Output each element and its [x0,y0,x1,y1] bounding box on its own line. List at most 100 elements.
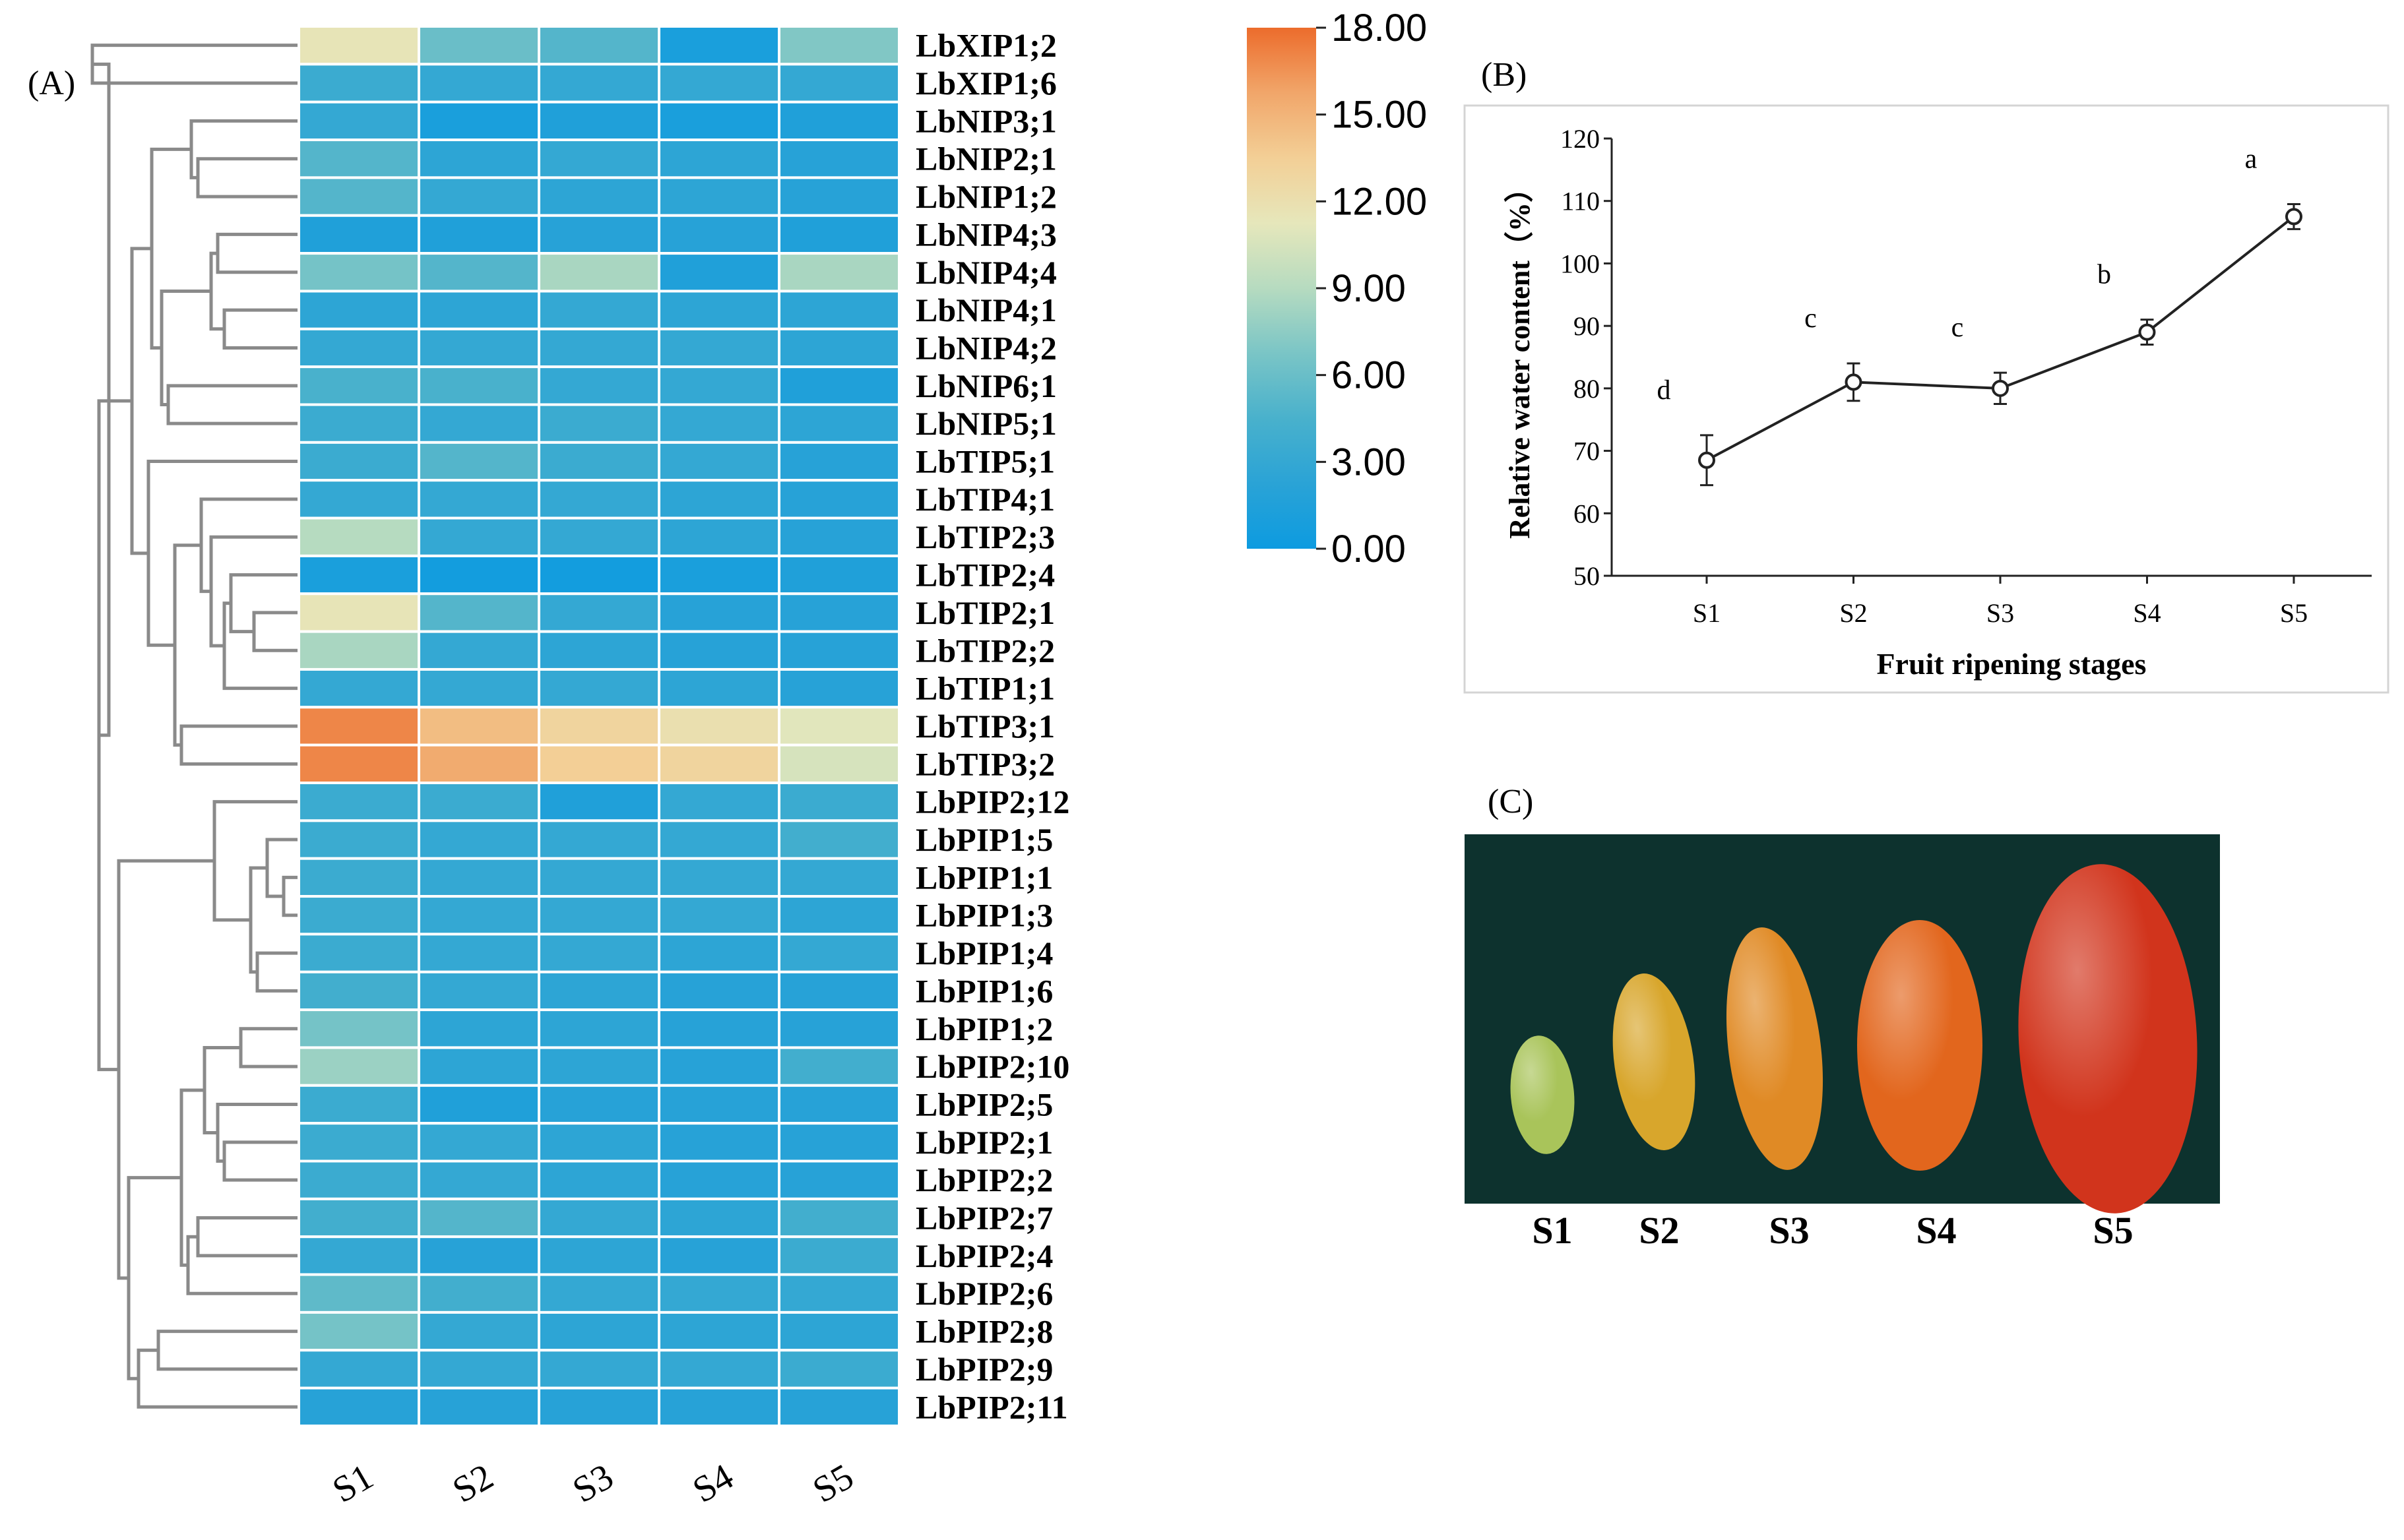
heatmap-cell [418,214,540,255]
heatmap-cell [418,139,540,179]
heatmap-cell [538,1349,660,1390]
heatmap-cell [658,327,780,369]
heatmap-cell [538,479,660,520]
heatmap-cell [658,706,780,747]
heatmap-cell [298,630,420,671]
heatmap-cell [778,25,901,66]
heatmap-cell [658,1273,780,1314]
heatmap-cell [538,327,660,369]
colorbar-gradient [1247,28,1316,549]
x-tick-label: S2 [1839,598,1867,628]
heatmap-cell [538,819,660,860]
heatmap-cell [778,214,901,255]
colorbar-ticks: 18.00 15.00 12.00 9.00 6.00 3.00 0.00 [1316,7,1427,570]
line-chart-frame [1463,104,2389,694]
significance-letter: c [1804,303,1817,334]
heatmap-cell [538,743,660,785]
heatmap-cell [418,100,540,142]
heatmap-cell [538,895,660,936]
heatmap-cell [538,970,660,1012]
heatmap-cell [778,100,901,142]
heatmap-cell [778,139,901,179]
data-point [2138,323,2156,341]
heatmap-cell [658,100,780,142]
row-label: LbNIP6;1 [916,367,1057,404]
row-label: LbXIP1;2 [916,27,1057,64]
heatmap-cell [418,819,540,860]
row-label: LbTIP3;1 [916,708,1055,745]
heatmap-cell [418,441,540,482]
row-label: LbNIP4;3 [916,216,1057,253]
heatmap-cell [418,516,540,557]
heatmap-cell [418,63,540,104]
heatmap-cell [298,214,420,255]
heatmap-cell [298,1008,420,1049]
heatmap-column-labels: S1 S2 S3 S4 S5 [326,1456,860,1511]
heatmap-cell [538,63,660,104]
line-chart-panel: 50 60 70 80 90 100 110 120 S1 S2 S3 S4 S5 d c c b a Fruit … [1463,104,2389,694]
heatmap-cell [538,554,660,596]
row-label: LbPIP1;2 [916,1010,1053,1047]
dendrogram-branch [216,1102,299,1163]
heatmap-cell [298,1084,420,1125]
panel-c-label: (C) [1488,783,1533,820]
heatmap-cell [418,895,540,936]
heatmap-cell [298,706,420,747]
colorbar-tick-label: 0.00 [1331,528,1406,570]
row-label: LbPIP2;2 [916,1161,1053,1198]
heatmap-cell [778,403,901,444]
row-label: LbPIP1;6 [916,972,1053,1009]
heatmap-cell [658,630,780,671]
heatmap-cell [298,667,420,709]
heatmap-cell [298,327,420,369]
heatmap-cell [658,933,780,973]
heatmap-cell [658,554,780,596]
dendrogram-branch [222,308,299,350]
colorbar-tick-label: 9.00 [1331,267,1406,310]
heatmap-cell [418,630,540,671]
heatmap-cell [418,479,540,520]
heatmap-cell [538,592,660,633]
panel-a-label: (A) [28,65,75,102]
y-axis-label: Relative water content（%） [1503,173,1536,539]
heatmap-cell [658,365,780,406]
panel-b-label: (B) [1481,56,1527,94]
heatmap-cell [778,441,901,482]
row-label: LbTIP1;1 [916,670,1055,707]
heatmap-cell [538,139,660,179]
colorbar-tick-label: 15.00 [1331,94,1427,137]
heatmap-cell [658,63,780,104]
row-label: LbTIP2;1 [916,594,1055,631]
heatmap-cell [658,895,780,936]
heatmap-cell [418,327,540,369]
dendrogram-branch [137,1348,299,1409]
heatmap-cell [658,1235,780,1276]
row-label: LbPIP2;6 [916,1275,1053,1312]
heatmap-cell [538,706,660,747]
y-tick-label: 90 [1573,311,1600,341]
heatmap-cell [778,290,901,330]
heatmap-cell [298,479,420,520]
heatmap-cell [298,895,420,936]
y-tick-label: 120 [1560,124,1600,154]
row-label: LbTIP4;1 [916,481,1055,518]
heatmap-cell [418,1046,540,1087]
heatmap-cell [538,100,660,142]
heatmap-cell [778,857,901,898]
heatmap-cell [658,1197,780,1239]
row-label: LbXIP1;6 [916,65,1057,102]
dendrogram-branch [222,601,299,691]
photo-stage-label: S3 [1769,1209,1809,1252]
photo-stage-label: S4 [1916,1209,1956,1252]
row-label: LbTIP2;4 [916,557,1055,594]
row-label: LbTIP2;2 [916,632,1055,669]
heatmap-cell [658,139,780,179]
heatmap-cell [778,1122,901,1163]
heatmap-cell [298,743,420,785]
heatmap-cell [778,667,901,709]
heatmap-cell [778,516,901,557]
dendrogram-branch [92,62,111,737]
photo-stage-label: S5 [2093,1209,2133,1252]
data-line [1706,215,2295,462]
fruit-highlight [1612,973,1695,1150]
